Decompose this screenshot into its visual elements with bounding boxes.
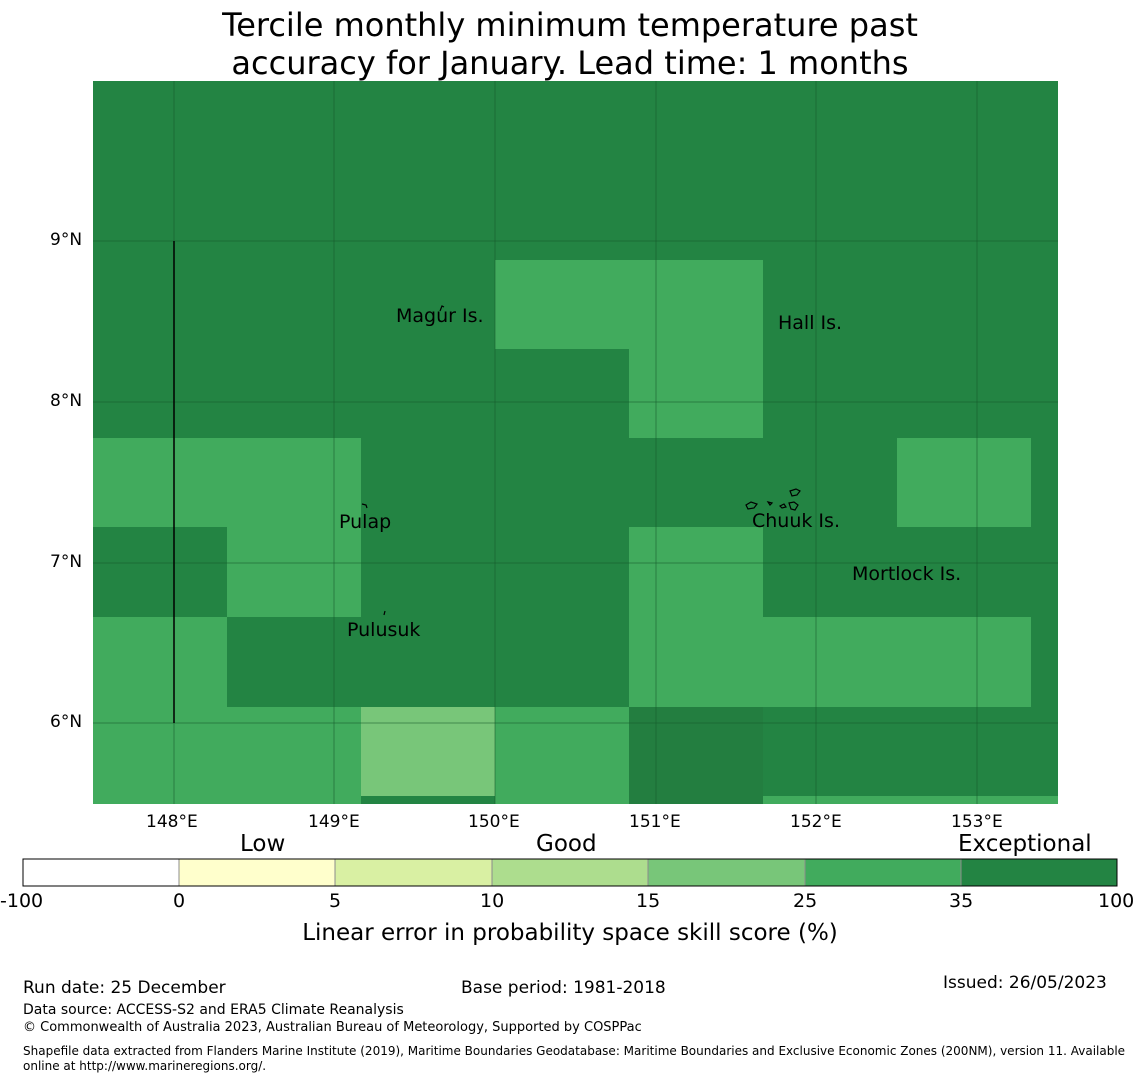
place-label-chuuk: Chuuk Is.: [752, 510, 840, 532]
cell: [629, 349, 763, 438]
lon-label-149e: 149°E: [308, 812, 360, 832]
island-magur: [439, 305, 445, 312]
lon-label-150e: 150°E: [468, 812, 520, 832]
cell: [227, 527, 361, 617]
colorbar-segment: [805, 859, 961, 886]
skill-cell-15-25: [361, 707, 495, 796]
place-label-hall: Hall Is.: [778, 312, 843, 334]
colorbar-category-good: Good: [536, 831, 597, 857]
place-label-mortlock: Mortlock Is.: [852, 563, 962, 585]
cell: [495, 260, 763, 349]
colorbar-category-low: Low: [240, 831, 286, 857]
island-outlines: [361, 305, 801, 616]
data-source: Data source: ACCESS-S2 and ERA5 Climate …: [23, 1002, 404, 1018]
cell: [629, 527, 763, 707]
island-chuuk-1: [745, 501, 758, 510]
colorbar-tick: 100: [1098, 890, 1135, 912]
lon-label-152e: 152°E: [790, 812, 842, 832]
run-date: Run date: 25 December: [23, 978, 226, 998]
lat-label-7n: 7°N: [50, 552, 83, 572]
lat-label-9n: 9°N: [50, 230, 83, 250]
colorbar-segment: [179, 859, 335, 886]
island-chuuk-2: [766, 501, 774, 506]
colorbar-category-exceptional: Exceptional: [958, 831, 1092, 857]
title-line-2: accuracy for January. Lead time: 1 month…: [231, 44, 909, 82]
colorbar-tick: 25: [793, 890, 818, 912]
colorbar-tick: 0: [173, 890, 186, 912]
place-label-pulusuk: Pulusuk: [347, 619, 421, 641]
island-pulusuk: [383, 610, 386, 616]
island-pulap: [361, 503, 368, 509]
colorbar-axis-label: Linear error in probability space skill …: [302, 920, 838, 946]
title-line-1: Tercile monthly minimum temperature past: [222, 6, 918, 44]
colorbar-outline: [22, 858, 1118, 887]
island-chuuk-5: [788, 501, 799, 511]
colorbar-segment: [23, 859, 179, 886]
colorbar: [22, 858, 1118, 887]
colorbar-segment: [961, 859, 1117, 886]
colorbar-segment: [648, 859, 805, 886]
island-chuuk-4: [789, 488, 801, 497]
lon-label-153e: 153°E: [951, 812, 1003, 832]
skill-cell-strip: [629, 707, 763, 804]
cell: [897, 438, 1031, 527]
cell: [93, 707, 361, 804]
lat-label-6n: 6°N: [50, 712, 83, 732]
place-label-pulap: Pulap: [339, 511, 392, 533]
issued-date: Issued: 26/05/2023: [943, 973, 1107, 993]
chart-title: Tercile monthly minimum temperature past…: [0, 6, 1140, 82]
colorbar-segment: [492, 859, 648, 886]
colorbar-tick: 10: [480, 890, 505, 912]
colorbar-tick: -100: [0, 890, 44, 912]
colorbar-segment: [335, 859, 492, 886]
lat-label-8n: 8°N: [50, 391, 83, 411]
cell: [93, 617, 227, 707]
shapefile-credit-line-2: online at http://www.marineregions.org/.: [23, 1059, 267, 1073]
skill-cells-25-35: [93, 260, 1058, 804]
gridlines: [93, 81, 1058, 804]
cell: [763, 796, 1058, 804]
colorbar-dividers: [178, 859, 962, 886]
lon-label-151e: 151°E: [629, 812, 681, 832]
shapefile-credit-line-1: Shapefile data extracted from Flanders M…: [23, 1044, 1126, 1058]
lon-label-148e: 148°E: [146, 812, 198, 832]
colorbar-tick: 35: [949, 890, 974, 912]
cell: [93, 438, 361, 527]
cell: [495, 707, 629, 804]
colorbar-tick: 5: [329, 890, 342, 912]
island-chuuk-3: [778, 503, 787, 509]
place-label-magur: Magur Is.: [396, 305, 484, 327]
base-period: Base period: 1981-2018: [461, 978, 666, 998]
copyright: © Commonwealth of Australia 2023, Austra…: [23, 1020, 642, 1035]
cell: [763, 617, 1031, 707]
colorbar-tick: 15: [636, 890, 661, 912]
